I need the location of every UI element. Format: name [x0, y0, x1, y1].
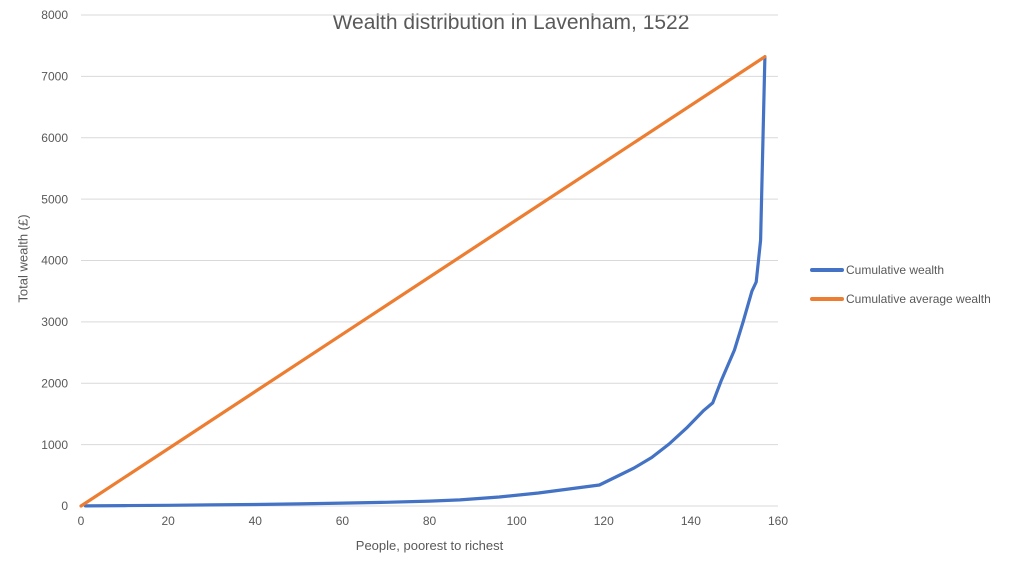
x-tick-label: 100: [507, 514, 527, 528]
x-tick-label: 60: [336, 514, 350, 528]
x-tick-label: 40: [249, 514, 263, 528]
y-tick-label: 7000: [41, 70, 68, 84]
y-tick-label: 5000: [41, 192, 68, 206]
legend-item-cumulative-average-wealth: Cumulative average wealth: [810, 289, 991, 309]
x-tick-label: 140: [681, 514, 701, 528]
legend: Cumulative wealth Cumulative average wea…: [810, 260, 991, 309]
series-line-0: [83, 55, 767, 508]
x-tick-label: 20: [161, 514, 175, 528]
legend-line-swatch-orange: [810, 297, 844, 301]
chart-title: Wealth distribution in Lavenham, 1522: [332, 11, 690, 34]
x-axis-title: People, poorest to richest: [355, 538, 504, 553]
y-tick-label: 4000: [41, 254, 68, 268]
x-tick-label: 80: [423, 514, 437, 528]
legend-line-swatch-blue: [810, 268, 844, 272]
y-axis-tick-labels: 0 1000 2000 3000 4000 5000 6000 7000 8000: [41, 8, 68, 513]
y-tick-label: 2000: [41, 376, 68, 390]
y-tick-label: 0: [61, 499, 68, 513]
legend-item-cumulative-wealth: Cumulative wealth: [810, 260, 991, 280]
y-tick-label: 3000: [41, 315, 68, 329]
x-axis-tick-labels: 0 20 40 60 80 100 120 140 160: [78, 514, 789, 528]
y-tick-label: 1000: [41, 438, 68, 452]
y-tick-label: 6000: [41, 131, 68, 145]
series-lines: [79, 55, 767, 508]
series-line-1: [79, 55, 767, 508]
x-tick-label: 0: [78, 514, 85, 528]
x-tick-label: 120: [594, 514, 614, 528]
legend-label-cumulative-average-wealth: Cumulative average wealth: [846, 292, 991, 306]
legend-label-cumulative-wealth: Cumulative wealth: [846, 263, 945, 277]
x-tick-label: 160: [768, 514, 788, 528]
y-axis-title: Total wealth (£): [15, 214, 31, 303]
gridlines: [81, 14, 778, 507]
y-tick-label: 8000: [41, 8, 68, 22]
